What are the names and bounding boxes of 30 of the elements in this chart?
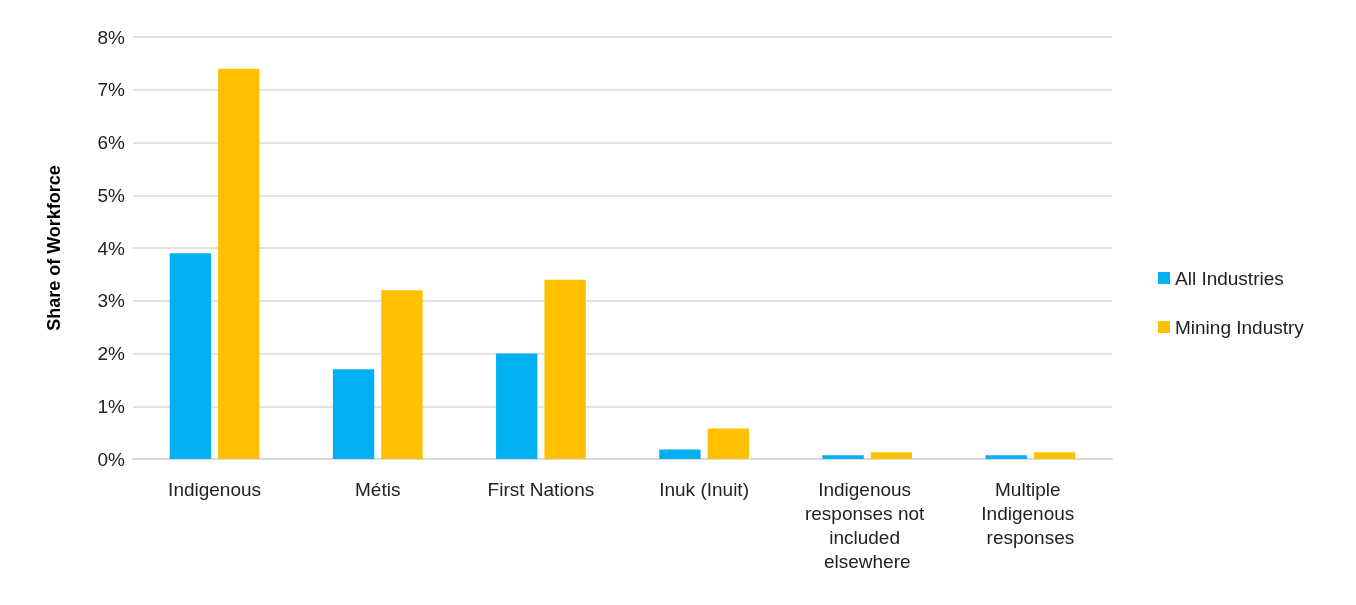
bar — [381, 290, 423, 459]
y-tick-label: 0% — [97, 448, 126, 470]
y-tick-label: 5% — [97, 184, 126, 206]
x-tick-label: Métis — [355, 478, 401, 500]
bar — [1033, 452, 1076, 459]
x-tick-label: Indigenous responses not included elsewhere — [804, 478, 930, 572]
bar — [332, 369, 375, 459]
y-tick-label: 8% — [97, 26, 126, 48]
bar — [218, 68, 260, 459]
bar — [544, 279, 586, 459]
y-tick-label: 1% — [97, 395, 126, 417]
y-tick-label: 4% — [97, 237, 126, 259]
legend-label: Mining Industry — [1175, 316, 1305, 338]
y-tick-label: 7% — [97, 79, 126, 101]
x-tick-label: Indigenous — [168, 478, 262, 500]
bar — [822, 455, 864, 459]
bar — [707, 428, 749, 459]
x-tick-label: First Nations — [487, 478, 595, 500]
bar — [169, 253, 212, 459]
bar — [985, 455, 1027, 459]
y-axis-title: Share of Workforce — [44, 165, 64, 331]
bar — [496, 353, 538, 459]
y-tick-label: 6% — [97, 132, 126, 153]
x-tick-label: Multiple Indigenous responses — [981, 478, 1080, 548]
y-tick-label: 3% — [97, 290, 126, 312]
y-tick-label: 2% — [97, 343, 126, 364]
legend-label: All Industries — [1175, 267, 1284, 289]
bar — [659, 449, 701, 459]
bar — [870, 452, 913, 459]
x-tick-label: Inuk (Inuit) — [659, 478, 749, 500]
